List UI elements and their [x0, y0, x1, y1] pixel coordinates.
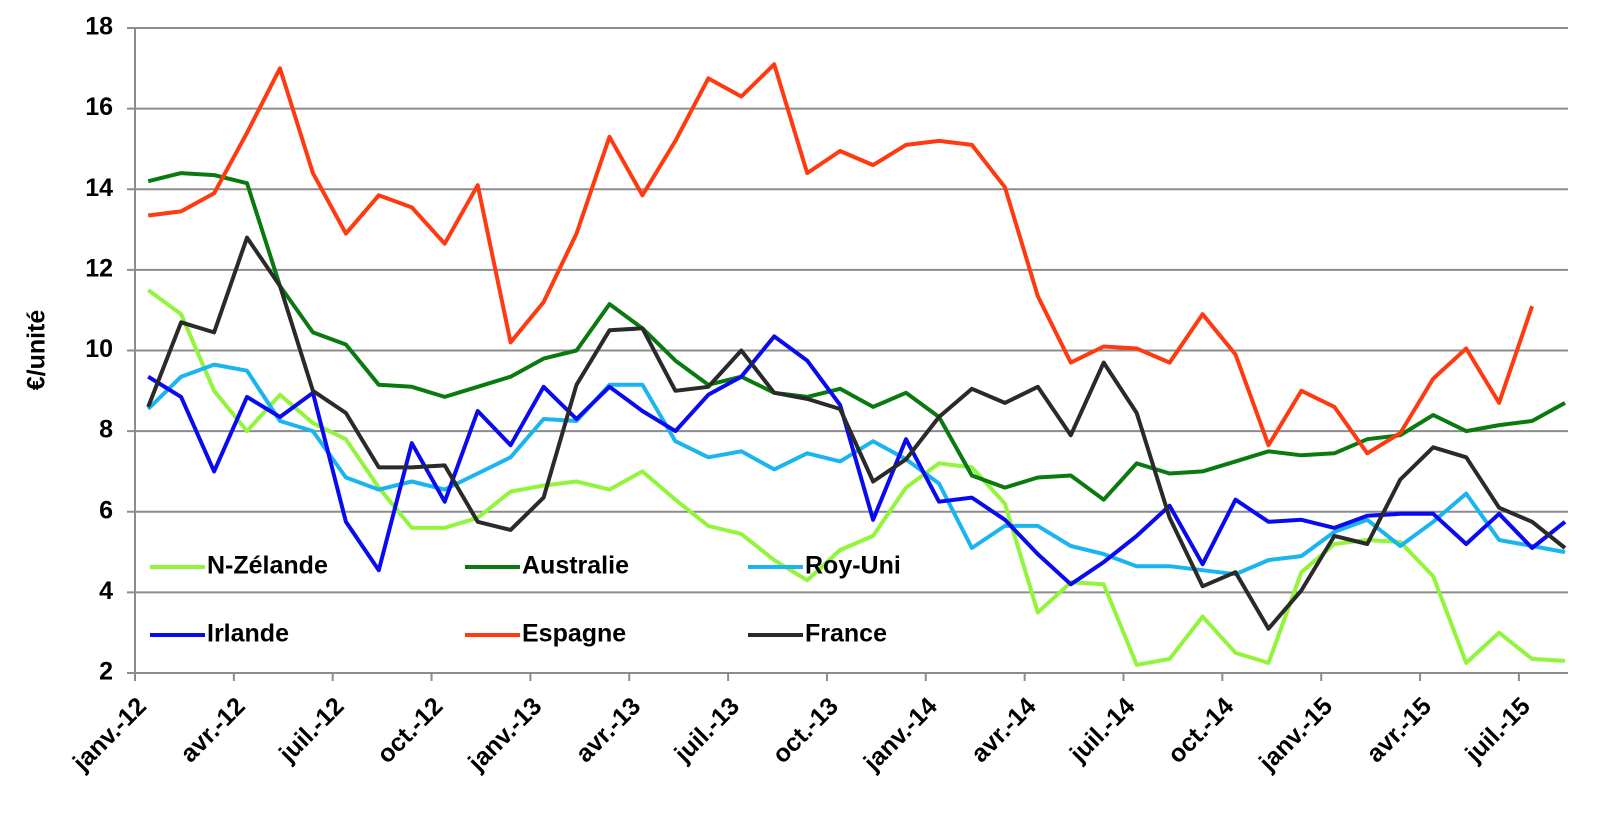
x-tick-label: avr.-12: [175, 692, 251, 768]
x-tick-label: juil.-15: [1459, 692, 1536, 769]
y-tick-label: 6: [99, 496, 113, 524]
x-tick-label: avr.-14: [966, 692, 1042, 768]
series-line: [146, 235, 1567, 631]
legend: N-Zélande Australie Roy-Uni Irlande Espagne F…: [150, 552, 901, 648]
x-tick-label: juil.-12: [273, 692, 350, 769]
legend-label: N-Zélande: [207, 552, 328, 580]
plot: [146, 62, 1567, 667]
x-tick-label: avr.-13: [570, 692, 646, 768]
y-axis-title: €/unité: [23, 310, 51, 391]
series-line: [146, 362, 1566, 577]
x-tick-label: janv.-15: [1253, 692, 1338, 777]
x-tick-label: oct.-13: [767, 692, 844, 769]
x-tick-label: janv.-12: [67, 692, 152, 777]
legend-label: Australie: [522, 552, 629, 580]
x-tick-label: janv.-13: [462, 692, 547, 777]
series-line: [147, 171, 1566, 502]
series-line: [147, 62, 1534, 456]
x-tick-label: oct.-14: [1162, 692, 1239, 769]
series-line: [147, 288, 1566, 667]
y-tick-label: 18: [85, 13, 113, 41]
x-tick-label: juil.-13: [669, 692, 746, 769]
x-tick-label: avr.-15: [1361, 692, 1437, 768]
y-tick-label: 4: [99, 577, 113, 605]
legend-label: France: [805, 620, 887, 648]
y-tick-label: 8: [99, 416, 113, 444]
x-tick-label: janv.-14: [858, 692, 943, 777]
legend-label: Irlande: [207, 620, 289, 648]
legend-label: Roy-Uni: [805, 552, 901, 580]
y-tick-label: 2: [99, 658, 113, 686]
y-tick-label: 10: [85, 335, 113, 363]
legend-label: Espagne: [522, 620, 626, 648]
x-tick-label: oct.-12: [372, 692, 449, 769]
y-tick-label: 14: [85, 174, 113, 202]
x-tick-label: juil.-14: [1064, 692, 1141, 769]
series-line: [147, 334, 1567, 587]
y-tick-label: 12: [85, 254, 113, 282]
y-tick-label: 16: [85, 93, 113, 121]
